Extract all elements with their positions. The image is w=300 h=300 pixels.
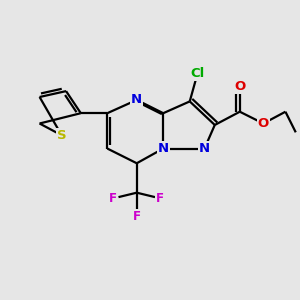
Text: F: F: [133, 210, 141, 223]
Text: F: F: [109, 192, 117, 205]
Text: O: O: [258, 117, 269, 130]
Text: F: F: [156, 192, 164, 205]
Text: Cl: Cl: [190, 67, 204, 80]
Text: O: O: [234, 80, 245, 93]
Text: N: N: [199, 142, 210, 155]
Text: N: N: [131, 93, 142, 106]
Text: N: N: [158, 142, 169, 155]
Text: S: S: [57, 129, 67, 142]
